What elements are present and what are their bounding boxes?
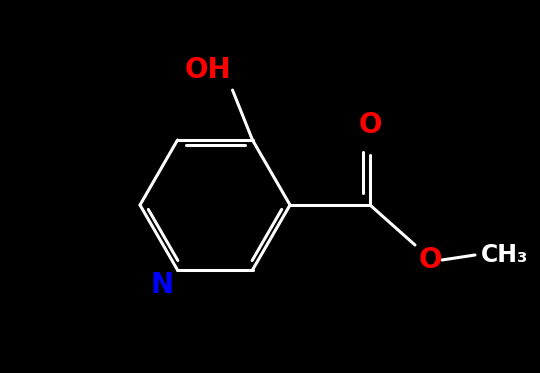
Text: O: O xyxy=(358,111,382,139)
Text: O: O xyxy=(418,246,442,274)
Text: CH₃: CH₃ xyxy=(481,243,529,267)
Text: OH: OH xyxy=(184,56,231,84)
Text: N: N xyxy=(151,271,174,299)
